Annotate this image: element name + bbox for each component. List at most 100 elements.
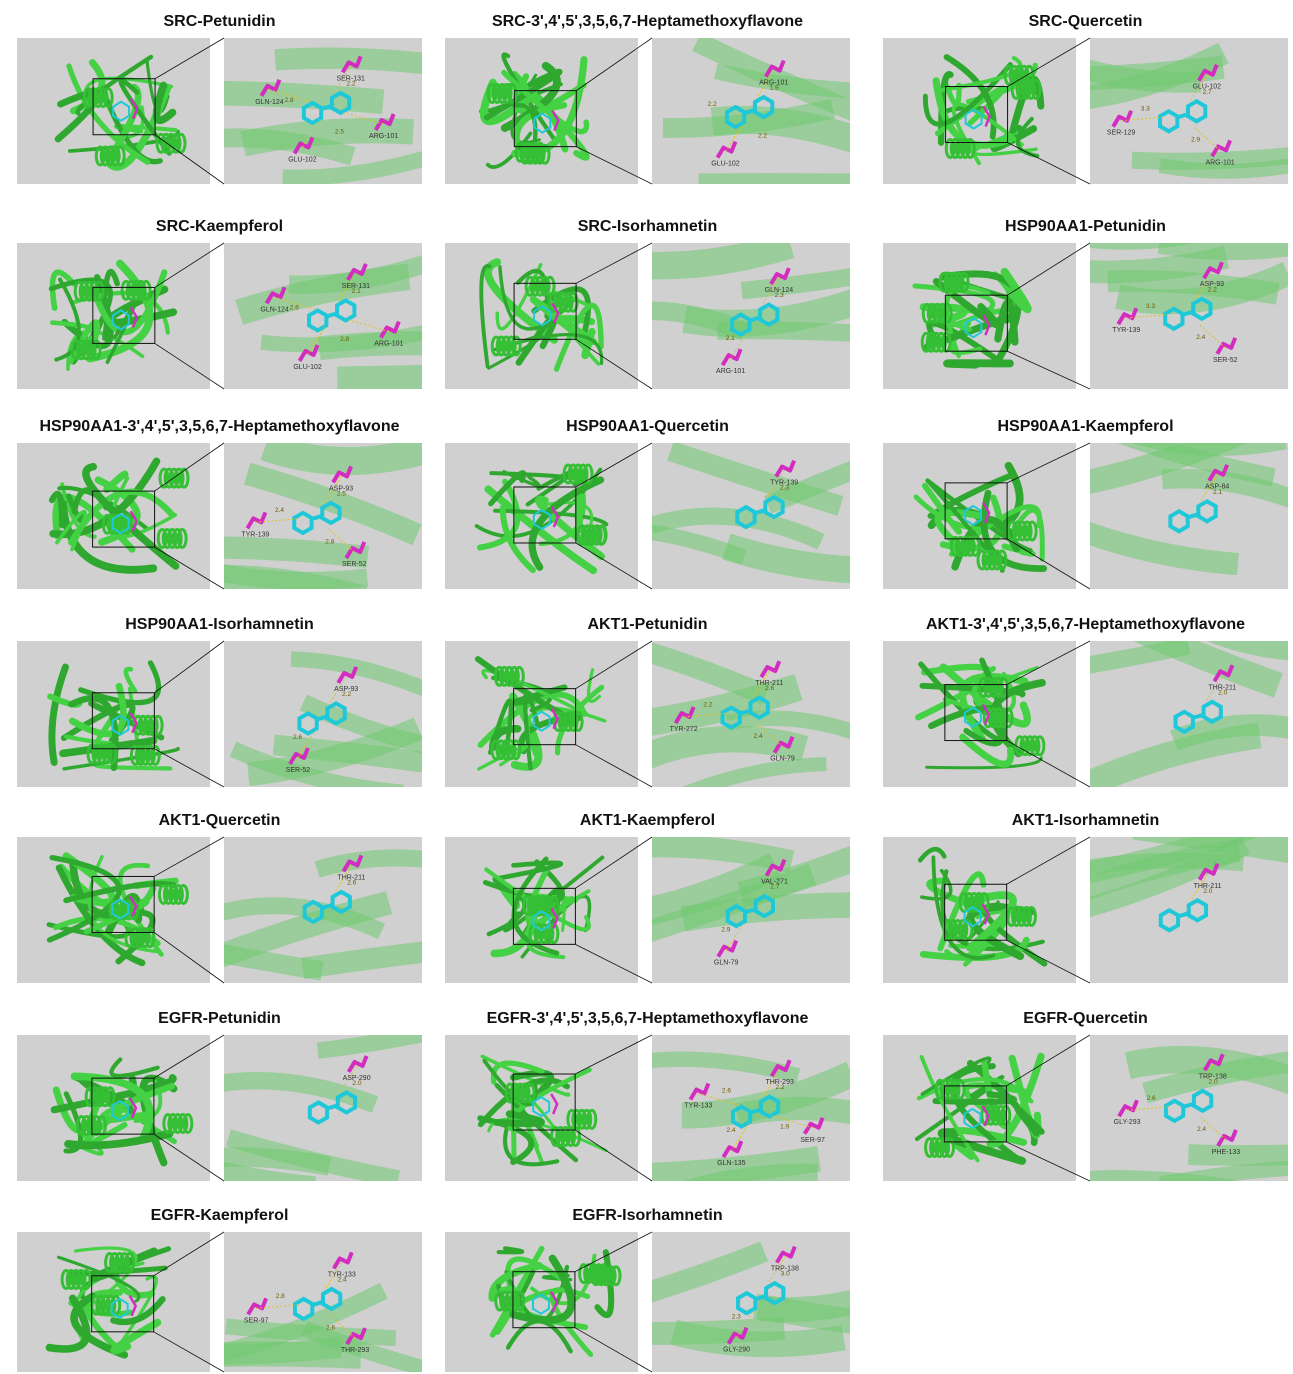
residue-label: TYR-133 (684, 1102, 712, 1109)
docking-panel: EGFR-3',4',5',3,5,6,7-Heptamethoxyflavon… (445, 1010, 908, 1206)
protein-strand (579, 495, 580, 529)
residue-label: SER-52 (1213, 357, 1238, 364)
panel-title: EGFR-3',4',5',3,5,6,7-Heptamethoxyflavon… (487, 1010, 809, 1027)
overview-box (883, 641, 1076, 787)
panel-title: EGFR-Isorhamnetin (572, 1207, 722, 1224)
residue-label: GLN-124 (255, 99, 284, 106)
distance-label: 3.3 (1146, 303, 1155, 310)
residue-label: GLU-102 (293, 364, 322, 371)
residue-label: GLN-79 (770, 756, 795, 763)
distance-label: 2.6 (293, 734, 302, 741)
distance-label: 2.0 (1209, 1078, 1218, 1085)
distance-label: 2.7 (1203, 89, 1212, 96)
page: body { margin: 0; background: #fff; font… (0, 0, 1293, 1374)
docking-panel: HSP90AA1-KaempferolASP-842.1 (883, 418, 1293, 589)
docking-panel: AKT1-IsorhamnetinTHR-2112.0 (883, 812, 1293, 983)
residue-label: ARG-101 (1205, 159, 1234, 166)
overview-box (445, 641, 638, 787)
distance-label: 2.9 (1191, 137, 1200, 144)
distance-label: 2.4 (727, 1127, 736, 1134)
residue-label: GLY-293 (1114, 1119, 1141, 1126)
residue-label: TYR-272 (670, 726, 698, 733)
residue-label: GLN-124 (260, 306, 289, 313)
docking-panel: SRC-PetunidinSER-131ARG-101GLU-102GLN-12… (17, 13, 453, 184)
residue-label: GLU-102 (711, 161, 740, 168)
docking-panel: EGFR-PetunidinASP-2902.0 (17, 1010, 488, 1186)
distance-label: 2.2 (775, 1084, 784, 1091)
panel-title: HSP90AA1-Isorhamnetin (125, 616, 314, 633)
docking-panel: HSP90AA1-QuercetinTYR-1392.3 (445, 418, 938, 589)
panel-title: SRC-Kaempferol (156, 218, 283, 235)
residue-label: SER-52 (342, 561, 367, 568)
distance-label: 2.6 (347, 880, 356, 887)
panel-title: HSP90AA1-Quercetin (566, 418, 729, 435)
distance-label: 2.2 (758, 132, 767, 139)
docking-panel: EGFR-KaempferolTYR-133THR-293SER-972.42.… (17, 1207, 475, 1374)
panel-title: SRC-3',4',5',3,5,6,7-Heptamethoxyflavone (492, 13, 803, 30)
residue-label: SER-97 (244, 1317, 269, 1324)
distance-label: 2.9 (721, 927, 730, 934)
docking-panel: EGFR-QuercetinTRP-138PHE-133GLY-2932.02.… (883, 1010, 1293, 1193)
distance-label: 2.8 (285, 97, 294, 104)
docking-panel: EGFR-IsorhamnetinTRP-138GLY-2903.02.3 (445, 1207, 928, 1372)
distance-label: 2.8 (340, 336, 349, 343)
distance-label: 2.0 (1203, 888, 1212, 895)
protein-ribbon-faded (194, 578, 364, 599)
protein-ribbon-faded (674, 1332, 844, 1344)
docking-panel: SRC-KaempferolSER-131ARG-101GLU-102GLN-1… (17, 218, 507, 389)
distance-label: 2.4 (1196, 334, 1205, 341)
distance-label: 2.5 (335, 128, 344, 135)
distance-label: 2.0 (1218, 689, 1227, 696)
protein-ribbon-faded (213, 93, 383, 102)
residue-label: GLU-102 (288, 156, 317, 163)
distance-label: 2.1 (1213, 489, 1222, 496)
distance-label: 2.4 (754, 733, 763, 740)
distance-label: 2.8 (276, 1293, 285, 1300)
distance-label: 2.6 (765, 685, 774, 692)
docking-panel: SRC-QuercetinGLU-102ARG-101SER-1292.72.9… (883, 13, 1293, 184)
distance-label: 2.4 (275, 507, 284, 514)
residue-label: SER-129 (1107, 130, 1136, 137)
docking-panel: HSP90AA1-3',4',5',3,5,6,7-Heptamethoxyfl… (17, 418, 435, 599)
panel-title: SRC-Isorhamnetin (578, 218, 718, 235)
residue-label: ARG-101 (716, 368, 745, 375)
residue-label: THR-293 (341, 1347, 370, 1354)
residue-label: ARG-101 (369, 133, 398, 140)
docking-panel: SRC-3',4',5',3,5,6,7-Heptamethoxyflavone… (445, 13, 886, 184)
distance-label: 2.6 (326, 1324, 335, 1331)
distance-label: 3.3 (1141, 105, 1150, 112)
residue-label: TYR-139 (1112, 327, 1140, 334)
distance-label: 2.4 (338, 1277, 347, 1284)
figure: SRC-PetunidinSER-131ARG-101GLU-102GLN-12… (0, 0, 1293, 1374)
distance-label: 2.2 (342, 691, 351, 698)
distance-label: 2.1 (726, 335, 735, 342)
residue-label: TYR-139 (241, 531, 269, 538)
panel-title: HSP90AA1-3',4',5',3,5,6,7-Heptamethoxyfl… (40, 418, 400, 435)
protein-ribbon-faded (198, 548, 368, 557)
distance-label: 1.9 (780, 1124, 789, 1131)
distance-label: 2.0 (352, 1080, 361, 1087)
residue-label: PHE-133 (1212, 1149, 1241, 1156)
panel-title: HSP90AA1-Petunidin (1005, 218, 1166, 235)
distance-label: 2.2 (1208, 286, 1217, 293)
panel-title: EGFR-Quercetin (1023, 1010, 1147, 1027)
docking-panel: SRC-IsorhamnetinGLN-124ARG-1012.32.1 (445, 218, 912, 389)
residue-label: GLN-79 (714, 960, 739, 967)
docking-panel: HSP90AA1-IsorhamnetinASP-93SER-522.22.6 (17, 616, 473, 793)
residue-label: SER-52 (286, 767, 311, 774)
distance-label: 2.6 (1147, 1095, 1156, 1102)
distance-label: 3.0 (781, 1271, 790, 1278)
protein-ribbon-faded (1062, 1184, 1232, 1193)
residue-label: ARG-101 (374, 341, 403, 348)
panel-title: EGFR-Petunidin (158, 1010, 281, 1027)
panel-title: SRC-Petunidin (164, 13, 276, 30)
distance-label: 2.2 (346, 81, 355, 88)
panel-title: HSP90AA1-Kaempferol (997, 418, 1173, 435)
distance-label: 2.5 (337, 491, 346, 498)
binding-site: TRP-138GLY-2903.02.3 (594, 1247, 928, 1354)
distance-label: 2.8 (325, 538, 334, 545)
residue-label: GLY-290 (723, 1347, 750, 1354)
protein-strand (947, 363, 1010, 364)
protein-ribbon-faded (265, 447, 435, 461)
